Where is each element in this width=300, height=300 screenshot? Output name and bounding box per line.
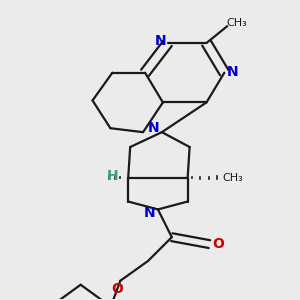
Text: N: N [155, 34, 167, 48]
Text: N: N [148, 121, 160, 135]
Text: CH₃: CH₃ [227, 18, 248, 28]
Text: O: O [111, 282, 123, 296]
Text: N: N [144, 206, 156, 220]
Text: O: O [212, 237, 224, 251]
Text: CH₃: CH₃ [223, 173, 244, 183]
Text: N: N [226, 65, 238, 79]
Text: H: H [106, 169, 118, 183]
